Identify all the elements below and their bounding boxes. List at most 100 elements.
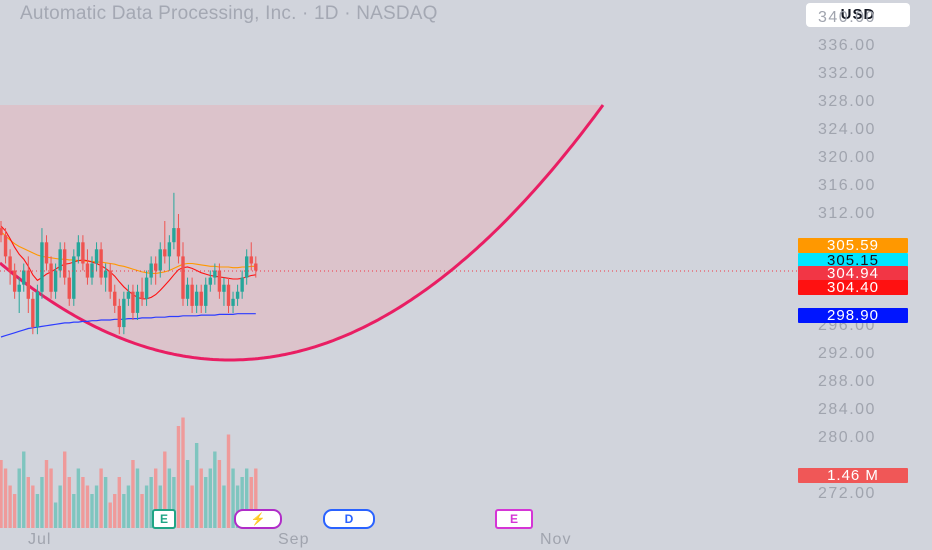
volume-bar	[231, 468, 235, 528]
candle-body	[176, 228, 181, 257]
dividend-badge[interactable]: D	[322, 509, 376, 529]
candle-body	[208, 277, 212, 285]
volume-bar	[31, 485, 35, 528]
volume-bar	[163, 451, 167, 528]
candle-body	[199, 291, 203, 306]
earnings-upcoming-badge[interactable]: E	[488, 509, 540, 529]
split-badge[interactable]: ⚡	[233, 509, 283, 529]
volume-bar	[240, 477, 244, 528]
candle-body	[58, 249, 62, 271]
price-tick: 292.00	[818, 345, 876, 362]
price-label-last-price: 304.94	[798, 266, 908, 281]
volume-bar	[26, 477, 30, 528]
volume-bar	[226, 434, 231, 528]
candle-body	[17, 284, 21, 292]
candle-body	[149, 263, 153, 278]
dividend-badge-label: D	[323, 509, 375, 529]
price-tick: 320.00	[818, 149, 876, 166]
candle-body	[44, 242, 49, 264]
volume-bar	[172, 477, 176, 528]
price-tick: 316.00	[818, 177, 876, 194]
volume-bar	[222, 485, 226, 528]
candle-body	[158, 249, 162, 271]
volume-bar	[94, 485, 99, 528]
volume-bar	[72, 494, 76, 528]
volume-bar	[103, 477, 108, 528]
candle-body	[181, 256, 185, 299]
candle-body	[144, 277, 149, 299]
volume-bar	[117, 477, 121, 528]
volume-bar	[176, 426, 181, 528]
volume-bar	[53, 502, 58, 528]
candle-body	[131, 291, 135, 313]
earnings-upcoming-badge-label: E	[495, 509, 533, 529]
ma-line-2	[0, 313, 256, 338]
volume-bar	[185, 460, 190, 528]
volume-bar	[181, 417, 185, 528]
earnings-badge-label: E	[152, 509, 176, 529]
volume-bar	[126, 485, 131, 528]
candle-body	[94, 249, 99, 264]
volume-bar	[44, 460, 49, 528]
volume-bar	[85, 485, 90, 528]
volume-bar	[90, 494, 94, 528]
volume-bar	[158, 485, 162, 528]
currency-button[interactable]: USD	[806, 3, 910, 27]
candle-body	[99, 249, 103, 278]
volume-bar	[199, 468, 203, 528]
price-tick: 332.00	[818, 65, 876, 82]
split-badge-label: ⚡	[234, 509, 282, 529]
volume-bar	[22, 451, 26, 528]
candle-body	[240, 277, 244, 292]
candle-body	[213, 270, 217, 278]
volume-bar	[76, 468, 81, 528]
price-tick: 288.00	[818, 373, 876, 390]
earnings-badge[interactable]: E	[141, 509, 187, 529]
volume-bar	[12, 494, 17, 528]
volume-bar	[81, 477, 85, 528]
volume-bar	[144, 485, 149, 528]
price-label-ema: 305.15	[798, 253, 908, 268]
volume-bar	[63, 451, 67, 528]
price-tick: 280.00	[818, 429, 876, 446]
candle-body	[0, 228, 3, 236]
price-tick: 272.00	[818, 485, 876, 502]
price-label-volume: 1.46 M	[798, 468, 908, 483]
candle-body	[72, 256, 76, 299]
candle-body	[122, 298, 126, 328]
volume-bar	[122, 494, 126, 528]
price-tick: 340.00	[818, 9, 876, 26]
time-label: Nov	[540, 531, 572, 548]
price-tick: 312.00	[818, 205, 876, 222]
volume-bar	[108, 502, 112, 528]
candle-body	[67, 277, 71, 299]
candle-body	[117, 305, 121, 328]
volume-bar	[245, 468, 249, 528]
symbol-title: Automatic Data Processing, Inc. · 1D · N…	[20, 3, 438, 24]
candle-body	[235, 291, 240, 299]
candle-body	[231, 298, 235, 306]
price-label-sma-long: 298.90	[798, 308, 908, 323]
parabolic-arc	[0, 104, 605, 362]
price-label-sma-short: 305.59	[798, 238, 908, 253]
candle-body	[135, 291, 140, 313]
candle-body	[226, 284, 231, 306]
volume-bar	[8, 485, 12, 528]
candle-body	[249, 256, 253, 264]
candle-body	[3, 235, 8, 257]
candle-body	[103, 270, 108, 278]
price-label-sma-mid: 304.40	[798, 280, 908, 295]
volume-bar	[204, 477, 208, 528]
volume-bar	[58, 485, 62, 528]
candle-body	[154, 263, 158, 271]
price-tick: 328.00	[818, 93, 876, 110]
volume-bar	[208, 468, 212, 528]
price-tick: 324.00	[818, 121, 876, 138]
candle-body	[185, 284, 190, 299]
candle-body	[222, 284, 226, 292]
candle-body	[254, 263, 258, 271]
price-tick: 284.00	[818, 401, 876, 418]
volume-bar	[49, 468, 53, 528]
